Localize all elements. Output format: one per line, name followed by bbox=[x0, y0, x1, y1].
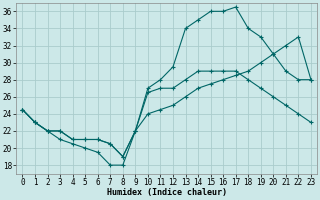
X-axis label: Humidex (Indice chaleur): Humidex (Indice chaleur) bbox=[107, 188, 227, 197]
